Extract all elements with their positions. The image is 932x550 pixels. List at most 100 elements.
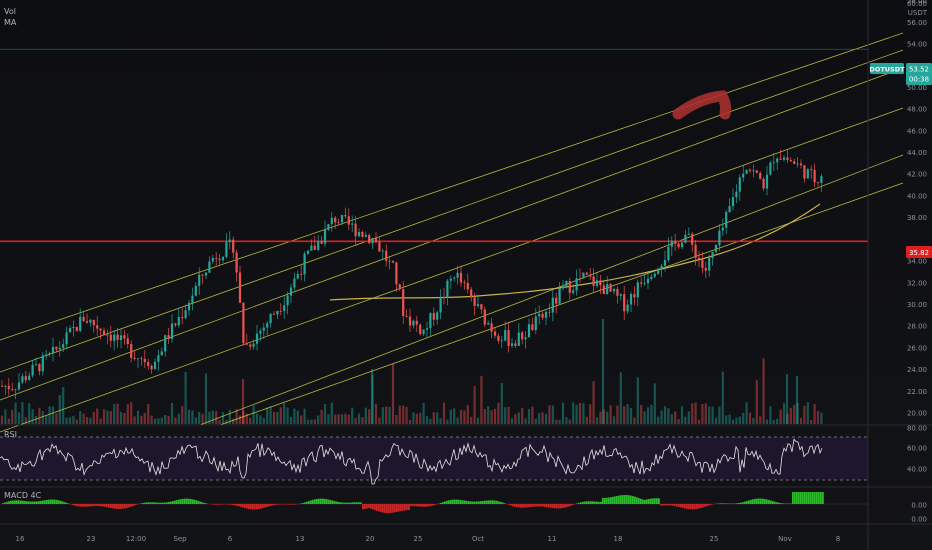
rsi-pane[interactable]: RSI xyxy=(0,430,868,485)
macd-bar xyxy=(42,500,44,504)
price-badge-bg xyxy=(906,63,932,85)
volume-bar xyxy=(704,403,707,424)
macd-bar xyxy=(292,504,294,505)
volume-bar xyxy=(779,409,782,424)
macd-bar xyxy=(484,500,486,504)
macd-bar xyxy=(6,501,8,504)
level-badge[interactable]: 35.82 xyxy=(906,246,932,258)
volume-bar xyxy=(776,418,779,424)
macd-bar xyxy=(766,499,768,504)
candle-body xyxy=(762,178,765,189)
candle-body xyxy=(164,335,167,352)
macd-bar xyxy=(492,500,494,504)
time-tick: 25 xyxy=(710,535,719,543)
macd-bar xyxy=(752,499,754,504)
volume-bar xyxy=(181,405,184,424)
macd-bar xyxy=(186,498,188,504)
candle-body xyxy=(728,206,731,212)
candle-body xyxy=(68,327,72,333)
candle-body xyxy=(412,320,415,326)
volume-bar xyxy=(810,419,813,424)
candle-body xyxy=(208,261,211,273)
last-price: 53.52 xyxy=(909,66,929,74)
macd-bar xyxy=(30,501,32,504)
price-tick: 26.00 xyxy=(907,344,927,352)
candle-body xyxy=(21,376,24,383)
candle-body xyxy=(782,157,786,160)
volume-bar xyxy=(718,406,721,424)
candle-body xyxy=(432,313,435,320)
candle-body xyxy=(759,172,762,179)
volume-bar xyxy=(643,411,646,424)
candle-body xyxy=(364,234,367,237)
macd-bar xyxy=(336,501,338,504)
macd-bar xyxy=(246,504,248,509)
macd-bar xyxy=(154,502,156,504)
candle-body xyxy=(174,323,177,326)
macd-bar xyxy=(450,499,452,504)
volume-bar xyxy=(323,404,327,424)
macd-bar xyxy=(348,502,350,504)
macd-bar xyxy=(618,495,620,504)
volume-bar xyxy=(548,405,551,424)
candle-body xyxy=(150,365,153,370)
macd-bar xyxy=(414,504,416,507)
volume-bar xyxy=(697,419,701,424)
macd-bar xyxy=(182,498,184,504)
macd-bar xyxy=(104,504,106,507)
candle-body xyxy=(572,290,575,293)
macd-bar xyxy=(252,504,254,510)
candle-body xyxy=(24,376,27,381)
volume-bar xyxy=(531,406,534,424)
volume-bar xyxy=(612,416,616,424)
macd-bar xyxy=(372,504,374,510)
macd-bar xyxy=(586,501,588,504)
volume-bar xyxy=(34,415,38,424)
volume-bar xyxy=(266,407,269,424)
time-tick: 11 xyxy=(548,535,557,543)
volume-bar xyxy=(436,412,439,424)
volume-bar xyxy=(680,406,684,424)
volume-bar xyxy=(820,412,823,424)
macd-bar xyxy=(502,502,504,504)
volume-bar xyxy=(204,373,208,424)
candle-body xyxy=(82,316,85,322)
candle-body xyxy=(629,294,633,305)
price-pane[interactable]: Vol MA xyxy=(0,7,904,433)
macd-bar xyxy=(62,501,64,504)
volume-bar xyxy=(765,419,769,424)
macd-bar xyxy=(694,504,696,510)
volume-bar xyxy=(684,416,687,424)
macd-bar xyxy=(22,500,24,504)
candle-body xyxy=(232,239,235,253)
candle-body xyxy=(493,331,497,336)
macd-bar xyxy=(2,503,4,504)
candle-body xyxy=(194,285,197,296)
symbol-badge[interactable]: DOTUSDT 53.52 00:38 xyxy=(869,63,932,85)
volume-bar xyxy=(735,417,738,424)
price-tick: 54.00 xyxy=(907,41,927,49)
macd-bar xyxy=(338,501,340,504)
volume-bar xyxy=(670,414,673,424)
macd-bar xyxy=(674,504,676,507)
candle-body xyxy=(38,363,41,372)
macd-bar xyxy=(462,500,464,504)
price-tick: 44.00 xyxy=(907,149,927,157)
macd-pane[interactable]: MACD 4C xyxy=(0,491,868,514)
channel-line xyxy=(0,32,904,341)
price-axis[interactable]: 60.00 USDT 58.0056.0054.0052.0050.0048.0… xyxy=(907,0,928,418)
candle-body xyxy=(701,259,704,268)
candle-body xyxy=(582,272,585,279)
macd-bar xyxy=(144,502,146,504)
macd-bar xyxy=(548,504,550,508)
candle-body xyxy=(633,294,636,298)
price-tick: 46.00 xyxy=(907,127,927,135)
macd-bar xyxy=(642,499,644,504)
macd-bar xyxy=(496,500,498,504)
candle-body xyxy=(711,251,714,258)
macd-bar xyxy=(80,504,82,507)
macd-bar xyxy=(142,502,144,504)
candle-body xyxy=(395,262,398,285)
time-axis[interactable]: 16 23 12:00 Sep 6 13 20 25 Oct 11 18 25 Nov 8 xyxy=(16,535,841,543)
